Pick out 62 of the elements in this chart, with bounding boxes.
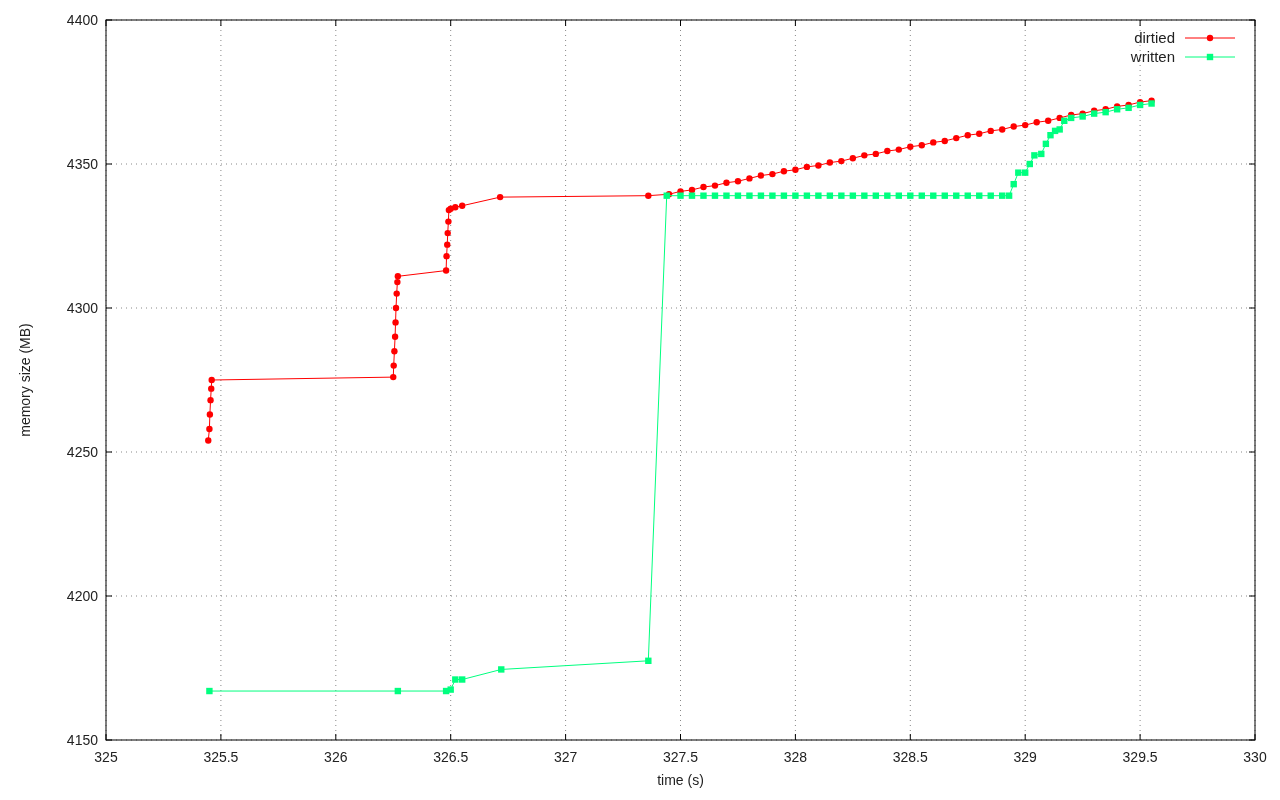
point bbox=[826, 192, 834, 199]
y-tick-label: 4200 bbox=[66, 588, 99, 604]
x-tick-label: 329 bbox=[1013, 749, 1038, 765]
x-tick-label: 325 bbox=[94, 749, 118, 765]
point bbox=[976, 192, 983, 199]
x-tick-label: 330 bbox=[1243, 749, 1267, 765]
point bbox=[872, 192, 880, 199]
x-tick-label: 327.5 bbox=[662, 749, 699, 765]
legend-label: written bbox=[1129, 48, 1175, 65]
point bbox=[677, 192, 684, 199]
point bbox=[815, 192, 822, 199]
y-tick-label: 4250 bbox=[66, 444, 99, 460]
x-tick-label: 328 bbox=[783, 749, 808, 765]
point bbox=[838, 192, 845, 199]
point bbox=[688, 192, 696, 199]
point bbox=[645, 657, 652, 664]
point bbox=[1031, 152, 1038, 159]
point bbox=[1022, 169, 1029, 176]
y-tick-label: 4400 bbox=[66, 12, 99, 28]
point bbox=[861, 192, 868, 199]
point bbox=[1047, 132, 1054, 139]
point bbox=[999, 192, 1006, 199]
point bbox=[884, 192, 891, 199]
x-tick-label: 329.5 bbox=[1122, 749, 1158, 765]
x-tick-label: 326 bbox=[324, 749, 348, 765]
point bbox=[734, 192, 742, 199]
point bbox=[918, 192, 925, 199]
y-tick-label: 4150 bbox=[66, 732, 99, 748]
point bbox=[953, 192, 960, 199]
point bbox=[964, 192, 971, 199]
y-tick-label: 4350 bbox=[66, 156, 99, 172]
point bbox=[206, 687, 213, 695]
point bbox=[803, 192, 811, 199]
point bbox=[895, 192, 903, 199]
point bbox=[769, 192, 776, 199]
point bbox=[498, 666, 505, 673]
point bbox=[757, 192, 765, 199]
x-tick-label: 325.5 bbox=[203, 749, 239, 765]
point bbox=[746, 192, 753, 199]
point bbox=[987, 192, 994, 199]
point bbox=[1056, 126, 1063, 133]
point bbox=[452, 676, 459, 683]
legend-label: dirtied bbox=[1134, 29, 1175, 46]
y-tick-label: 4300 bbox=[66, 300, 99, 316]
point bbox=[930, 192, 937, 199]
point bbox=[849, 192, 857, 199]
point bbox=[941, 192, 948, 199]
point bbox=[1015, 169, 1022, 176]
point bbox=[907, 192, 914, 199]
x-tick-label: 326.5 bbox=[433, 749, 469, 765]
point bbox=[711, 192, 719, 199]
point bbox=[458, 676, 466, 683]
point bbox=[723, 192, 730, 199]
x-tick-label: 327 bbox=[553, 749, 578, 765]
x-tick-label: 328.5 bbox=[892, 749, 929, 765]
point bbox=[447, 686, 454, 693]
x-axis-title: time (s) bbox=[657, 772, 704, 788]
y-axis-title: memory size (MB) bbox=[17, 323, 33, 437]
point bbox=[1005, 192, 1013, 199]
point bbox=[700, 192, 707, 199]
point bbox=[780, 192, 788, 199]
point bbox=[792, 192, 799, 199]
